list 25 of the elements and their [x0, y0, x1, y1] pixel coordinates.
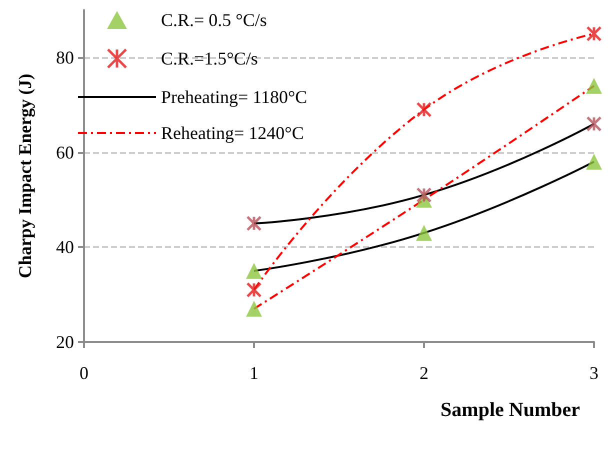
y-axis-title: Charpy Impact Energy (J) [15, 74, 35, 278]
point [416, 224, 432, 241]
point [246, 300, 262, 317]
y-tick-label: 20 [56, 332, 74, 352]
legend-label: C.R.=1.5°C/s [161, 48, 258, 68]
legend-label: C.R.= 0.5 °C/s [161, 10, 267, 30]
point [586, 154, 602, 170]
point [416, 102, 432, 118]
x-tick-label: 2 [420, 363, 428, 383]
x-tick-label: 3 [590, 363, 598, 383]
y-tick-label: 80 [56, 47, 74, 68]
point [586, 116, 602, 132]
y-tick-label: 40 [56, 237, 74, 258]
x-axis-title: Sample Number [440, 399, 580, 421]
point [586, 26, 602, 42]
x-tick-label: 0 [80, 363, 88, 383]
legend-label: Reheating= 1240°C [161, 123, 304, 143]
point [416, 187, 432, 203]
x-tick-label: 1 [250, 363, 258, 383]
legend-label: Preheating= 1180°C [161, 87, 308, 107]
point [246, 216, 262, 232]
point [586, 78, 602, 94]
y-tick-label: 60 [56, 142, 74, 162]
point [246, 282, 262, 298]
point [246, 262, 262, 279]
